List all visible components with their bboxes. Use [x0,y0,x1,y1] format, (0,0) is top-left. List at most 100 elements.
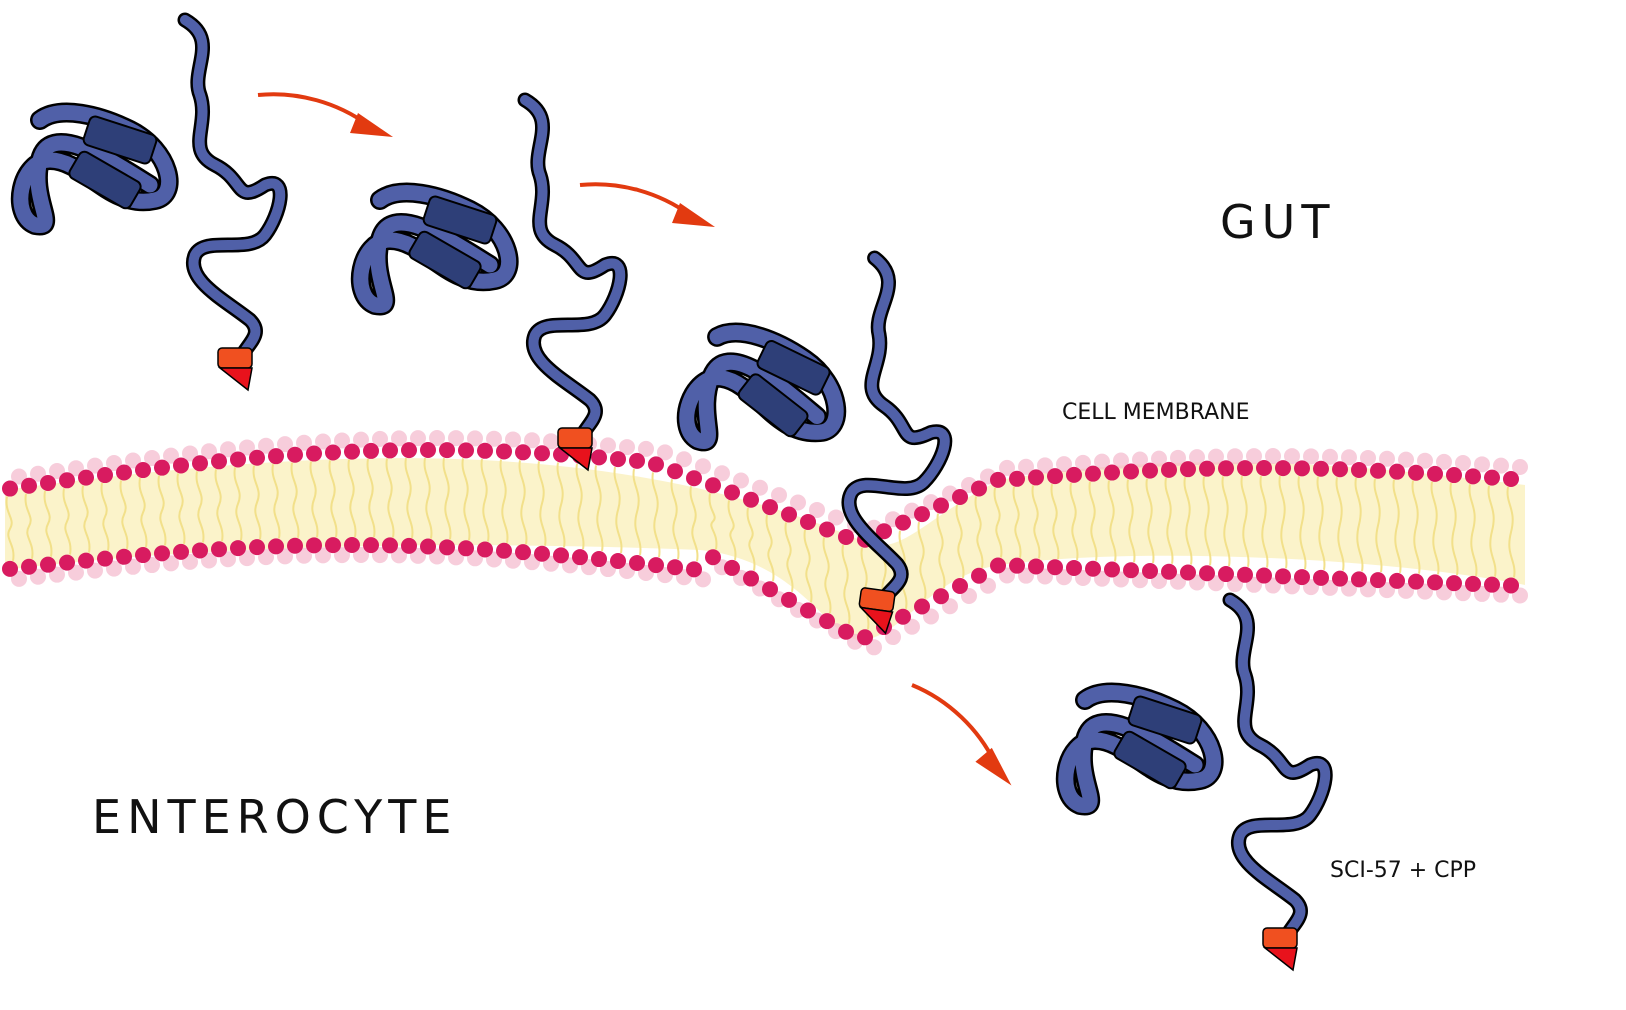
lipid-head [268,538,284,555]
lipid-head [1066,466,1082,483]
lipid-tail [632,468,642,556]
lipid-head [534,445,550,462]
lipid-head [933,497,949,514]
lipid-tail [309,461,319,538]
lipid-head [1275,460,1291,477]
lipid-tail [24,493,34,559]
lipid-tail [765,514,775,582]
lipid-head [952,489,968,505]
lipid-head [686,561,702,578]
lipid-head-faint [1170,449,1186,466]
lipid-tail [974,496,984,568]
lipid-head [211,453,227,470]
lipid-tail [1449,482,1459,576]
lipid-tail [670,479,680,560]
lipid-head [230,451,246,468]
lipid-head-faint [334,432,350,449]
lipid-tail [1468,484,1478,577]
lipid-tail [594,465,604,552]
lipid-head [1104,561,1120,578]
molecule-4 [1066,600,1325,970]
lipid-head [306,445,322,462]
lipid-head [819,613,835,630]
label-gut: GUT [1220,195,1336,249]
lipid-head-faint [1455,455,1471,472]
lipid-tail [328,460,338,538]
lipid-head-faint [619,439,635,456]
lipid-head [1028,558,1044,575]
lipid-tail [423,457,433,539]
lipid-head-faint [1284,448,1300,465]
lipid-tail [784,522,794,593]
lipid-head [1446,575,1462,592]
lipid-head-faint [391,430,407,447]
lipid-head [1370,572,1386,589]
lipid-head-faint [296,434,312,451]
lipid-head [1142,563,1158,579]
lipid-head [610,553,626,570]
lipid-head [173,457,189,474]
lipid-head [344,443,360,460]
lipid-head-faint [638,440,654,457]
lipid-tail [1050,483,1060,560]
lipid-head [2,480,18,497]
lipid-head [648,456,664,473]
lipid-head-faint [277,436,293,453]
lipid-head [610,451,626,468]
lipid-head [895,608,911,625]
lipid-head [629,452,645,469]
lipid-tail [1221,476,1231,567]
lipid-tail [290,462,300,538]
lipid-tail [537,461,547,546]
lipid-head-faint [600,437,616,454]
lipid-tail [1088,481,1098,561]
lipid-head-faint [372,430,388,447]
lipid-head-faint [1075,454,1091,471]
lipid-head [477,442,493,459]
lipid-tail [1259,475,1269,568]
lipid-head-faint [1246,448,1262,465]
lipid-head [59,554,75,571]
lipid-head [1332,570,1348,587]
lipid-head-faint [201,443,217,460]
lipid-tail [271,463,281,539]
lipid-head [762,581,778,598]
lipid-head [1484,576,1500,593]
lipid-head-faint [163,447,179,464]
molecule-1 [21,20,280,390]
lipid-tail [917,521,927,599]
lipid-head [401,442,417,459]
lipid-head [477,541,493,558]
lipid-head-faint [1398,451,1414,468]
lipid-head [743,570,759,587]
lipid-head [1161,563,1177,580]
lipid-head [1503,470,1519,487]
lipid-head [553,547,569,564]
lipid-tail [43,490,53,557]
lipid-head-faint [1189,449,1205,466]
cell-membrane [2,430,1528,656]
lipid-head [439,442,455,459]
lipid-head [1237,460,1253,477]
lipid-tail [1145,478,1155,564]
lipid-head [800,513,816,530]
lipid-head-faint [1436,453,1452,470]
lipid-head [116,548,132,565]
lipid-tail [689,486,699,562]
lipid-head [1066,559,1082,576]
lipid-head-faint [106,455,122,472]
lipid-head-faint [1113,452,1129,469]
lipid-tail [480,458,490,542]
lipid-head [154,459,170,476]
lipid-head [971,567,987,584]
lipid-tail [1316,476,1326,571]
lipid-head [838,528,854,545]
lipid-tail [1012,486,1022,558]
lipid-tail [575,463,585,550]
lipid-tail [100,482,110,551]
lipid-head [1389,463,1405,480]
lipid-tail [1031,485,1041,559]
lipid-head [1427,465,1443,482]
lipid-head [496,443,512,460]
